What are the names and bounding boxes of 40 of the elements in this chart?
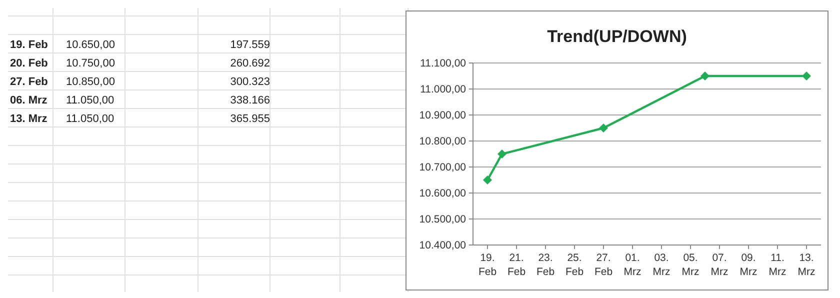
x-tick-label: 03. Mrz (652, 252, 670, 278)
text: 19. Feb (10, 38, 48, 51)
x-tick-label: 11. Mrz (768, 252, 786, 278)
text: 06. Mrz (10, 94, 48, 106)
x-tick-label: 09. Mrz (740, 252, 758, 278)
x-tick-label: 13. Mrz (798, 252, 816, 278)
text: 300.323 (230, 76, 270, 88)
x-tick-label: 21. Feb (507, 252, 526, 278)
x-tick-label: 27. Feb (594, 252, 613, 278)
point (599, 124, 608, 132)
y-tick-label: 10.700,00 (419, 162, 466, 174)
text: 338.166 (230, 94, 270, 106)
y-tick-label: 10.900,00 (419, 110, 466, 122)
text: 365.955 (230, 112, 270, 125)
point (498, 150, 506, 158)
y-tick-label: 10.600,00 (419, 188, 466, 200)
text: 10.850,00 (66, 76, 115, 88)
y-tick-label: 11.000,00 (420, 84, 466, 96)
text: 10.750,00 (66, 57, 115, 70)
text: 20. Feb (10, 57, 48, 70)
chart-title: Trend(UP/DOWN) (547, 27, 687, 46)
text: 11.050,00 (66, 112, 114, 125)
y-tick-label: 10.500,00 (419, 214, 466, 226)
x-tick-label: 19. Feb (478, 252, 497, 278)
text: 11.050,00 (66, 94, 114, 106)
text: 260.692 (230, 57, 270, 70)
x-tick-label: 01. Mrz (624, 252, 642, 278)
x-tick-label: 07. Mrz (710, 252, 728, 278)
y-tick-label: 10.800,00 (419, 136, 466, 148)
text: 10.650,00 (66, 38, 115, 51)
point (700, 72, 710, 80)
point (802, 72, 811, 80)
x-tick-label: 05. Mrz (682, 252, 700, 278)
x-tick-label: 25. Feb (565, 252, 584, 278)
text: 27. Feb (10, 76, 48, 88)
text: 13. Mrz (10, 112, 48, 125)
text: 197.559 (230, 38, 270, 51)
x-tick-label: 23. Feb (536, 252, 555, 278)
y-tick-label: 10.400,00 (419, 240, 466, 252)
y-tick-label: 11.100,00 (420, 58, 466, 70)
